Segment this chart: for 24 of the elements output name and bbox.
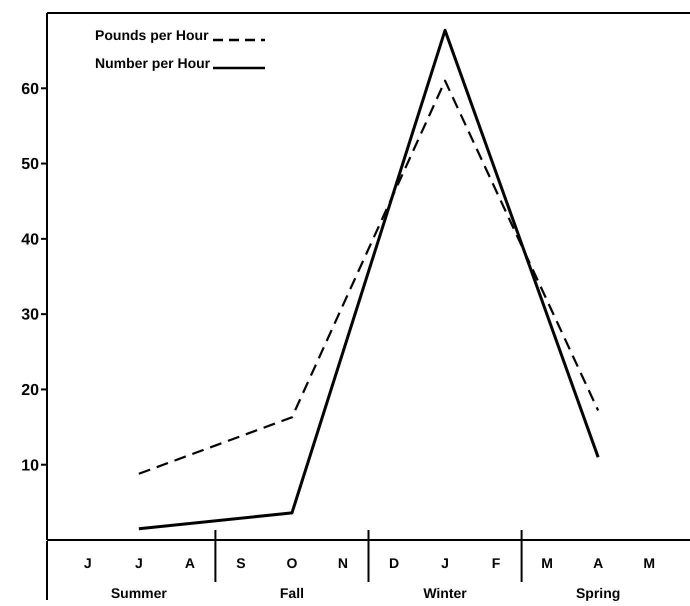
x-tick-label: D — [388, 555, 400, 571]
text: Fall — [280, 585, 304, 601]
text: Winter — [423, 585, 468, 601]
x-tick-label: A — [593, 555, 604, 571]
x-tick-label: A — [184, 555, 195, 571]
x-tick-label: S — [236, 555, 246, 571]
x-tick-label: M — [541, 555, 553, 571]
x-tick-label: N — [338, 555, 348, 571]
x-tick-label: J — [134, 555, 143, 571]
legend-label: Number per Hour — [95, 54, 211, 71]
y-tick-label: 10 — [21, 457, 40, 474]
x-tick-label: J — [84, 555, 92, 571]
x-tick-label: F — [492, 555, 501, 571]
x-tick-label: J — [441, 555, 449, 571]
y-tick-label: 30 — [21, 306, 40, 324]
text: Summer — [110, 585, 168, 601]
x-tick-label: M — [643, 555, 656, 571]
y-tick-label: 60 — [21, 80, 40, 98]
legend-label: Pounds per Hour — [95, 26, 210, 43]
text: Spring — [576, 585, 620, 601]
y-tick-label: 20 — [21, 382, 40, 400]
y-tick-label: 50 — [21, 156, 40, 174]
y-tick-label: 40 — [21, 231, 40, 248]
x-tick-label: O — [286, 555, 298, 571]
